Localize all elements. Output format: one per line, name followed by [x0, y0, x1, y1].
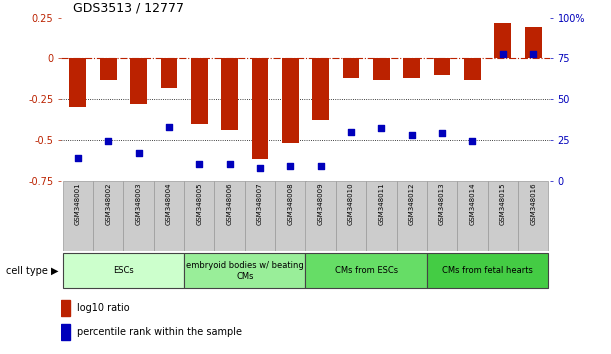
Bar: [62, 181, 93, 251]
Bar: [494, 23, 511, 58]
Text: GSM348012: GSM348012: [409, 183, 415, 225]
Text: GSM348007: GSM348007: [257, 183, 263, 225]
Bar: [366, 181, 397, 251]
Bar: [154, 181, 184, 251]
Bar: [427, 253, 549, 288]
Point: [285, 163, 295, 169]
Text: GSM348001: GSM348001: [75, 183, 81, 225]
Bar: [184, 253, 306, 288]
Bar: [403, 58, 420, 78]
Point: [255, 165, 265, 170]
Bar: [245, 181, 275, 251]
Bar: [161, 58, 177, 88]
Text: GSM348004: GSM348004: [166, 183, 172, 225]
Point: [437, 131, 447, 136]
Point: [376, 126, 386, 131]
Bar: [70, 58, 86, 107]
Bar: [123, 181, 154, 251]
Bar: [488, 181, 518, 251]
Bar: [275, 181, 306, 251]
Bar: [525, 28, 541, 58]
Bar: [306, 253, 427, 288]
Bar: [61, 300, 70, 316]
Text: CMs from ESCs: CMs from ESCs: [335, 266, 398, 275]
Bar: [306, 181, 336, 251]
Point: [346, 129, 356, 135]
Bar: [457, 181, 488, 251]
Text: GSM348006: GSM348006: [227, 183, 233, 225]
Text: GSM348010: GSM348010: [348, 183, 354, 225]
Text: GSM348005: GSM348005: [196, 183, 202, 225]
Bar: [93, 181, 123, 251]
Text: GSM348016: GSM348016: [530, 183, 536, 225]
Point: [73, 155, 82, 161]
Bar: [62, 253, 184, 288]
Text: embryoid bodies w/ beating
CMs: embryoid bodies w/ beating CMs: [186, 261, 304, 280]
Bar: [312, 58, 329, 120]
Bar: [130, 58, 147, 104]
Text: GSM348002: GSM348002: [105, 183, 111, 225]
Text: GSM348008: GSM348008: [287, 183, 293, 225]
Text: GDS3513 / 12777: GDS3513 / 12777: [73, 1, 185, 14]
Bar: [221, 58, 238, 130]
Bar: [343, 58, 359, 78]
Text: GSM348009: GSM348009: [318, 183, 324, 225]
Bar: [518, 181, 549, 251]
Bar: [61, 324, 70, 340]
Bar: [184, 181, 214, 251]
Bar: [434, 58, 450, 75]
Bar: [464, 58, 481, 80]
Bar: [373, 58, 390, 80]
Text: log10 ratio: log10 ratio: [77, 303, 130, 313]
Bar: [252, 58, 268, 159]
Text: GSM348003: GSM348003: [136, 183, 142, 225]
Text: percentile rank within the sample: percentile rank within the sample: [77, 327, 242, 337]
Text: CMs from fetal hearts: CMs from fetal hearts: [442, 266, 533, 275]
Point: [164, 124, 174, 130]
Point: [103, 139, 113, 144]
Point: [498, 51, 508, 56]
Text: cell type ▶: cell type ▶: [5, 266, 58, 276]
Point: [407, 132, 417, 138]
Text: GSM348011: GSM348011: [378, 183, 384, 225]
Text: GSM348014: GSM348014: [469, 183, 475, 225]
Text: ESCs: ESCs: [113, 266, 134, 275]
Point: [134, 150, 144, 156]
Bar: [397, 181, 427, 251]
Point: [467, 139, 477, 144]
Text: GSM348013: GSM348013: [439, 183, 445, 225]
Bar: [282, 58, 299, 143]
Point: [316, 163, 326, 169]
Bar: [214, 181, 245, 251]
Point: [225, 161, 235, 167]
Point: [529, 51, 538, 56]
Text: GSM348015: GSM348015: [500, 183, 506, 225]
Bar: [100, 58, 117, 80]
Bar: [336, 181, 366, 251]
Point: [194, 161, 204, 167]
Bar: [427, 181, 457, 251]
Bar: [191, 58, 208, 124]
